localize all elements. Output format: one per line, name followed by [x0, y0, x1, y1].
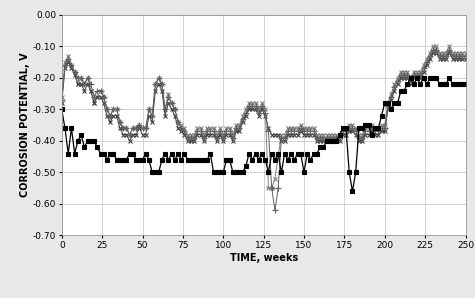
ECR(Valspar)-C — [350, 190, 355, 193]
ECR-C — [330, 133, 336, 136]
ECR(Chromate)-C — [430, 51, 436, 55]
ECR(Valspar)-C — [59, 108, 65, 111]
ECR(Valspar)-C — [85, 139, 90, 143]
ECR(DuPont)-C — [430, 48, 436, 51]
ECR(Valspar)-C — [463, 83, 468, 86]
ECR-C — [311, 127, 316, 130]
ECR-C — [430, 45, 436, 48]
ECR(Chromate)-C — [165, 101, 171, 105]
Line: ECR(Valspar)-C: ECR(Valspar)-C — [60, 76, 467, 193]
ECR(DuPont)-C — [249, 105, 255, 108]
X-axis label: TIME, weeks: TIME, weeks — [229, 253, 298, 263]
ECR-C — [59, 95, 65, 99]
ECR(Valspar)-C — [298, 152, 304, 155]
ECR-C — [301, 127, 307, 130]
ECR-C — [162, 108, 168, 111]
ECR(Valspar)-C — [249, 158, 255, 162]
ECR-C — [85, 76, 90, 80]
ECR(Valspar)-C — [162, 152, 168, 155]
Line: ECR(DuPont)-C: ECR(DuPont)-C — [59, 47, 468, 213]
ECR(Chromate)-C — [85, 83, 90, 86]
ECR-C — [249, 101, 255, 105]
Line: ECR(Chromate)-C: ECR(Chromate)-C — [60, 51, 467, 143]
ECR(Chromate)-C — [59, 101, 65, 105]
ECR(DuPont)-C — [85, 76, 90, 80]
Y-axis label: CORROSION POTENTIAL, V: CORROSION POTENTIAL, V — [20, 53, 30, 198]
ECR(DuPont)-C — [311, 130, 316, 133]
ECR(DuPont)-C — [272, 208, 278, 212]
ECR(DuPont)-C — [463, 54, 468, 58]
ECR-C — [463, 51, 468, 55]
ECR(Chromate)-C — [330, 139, 336, 143]
ECR(DuPont)-C — [162, 108, 168, 111]
ECR(Valspar)-C — [408, 76, 413, 80]
ECR-C — [266, 186, 271, 190]
ECR(Valspar)-C — [308, 158, 314, 162]
ECR(Chromate)-C — [253, 108, 258, 111]
ECR(DuPont)-C — [59, 98, 65, 102]
ECR(Chromate)-C — [311, 133, 316, 136]
ECR(Chromate)-C — [463, 57, 468, 61]
ECR(DuPont)-C — [301, 130, 307, 133]
ECR(Chromate)-C — [301, 133, 307, 136]
ECR(Valspar)-C — [327, 139, 332, 143]
Line: ECR-C: ECR-C — [60, 44, 467, 190]
ECR(Chromate)-C — [127, 139, 133, 143]
ECR(DuPont)-C — [330, 136, 336, 139]
